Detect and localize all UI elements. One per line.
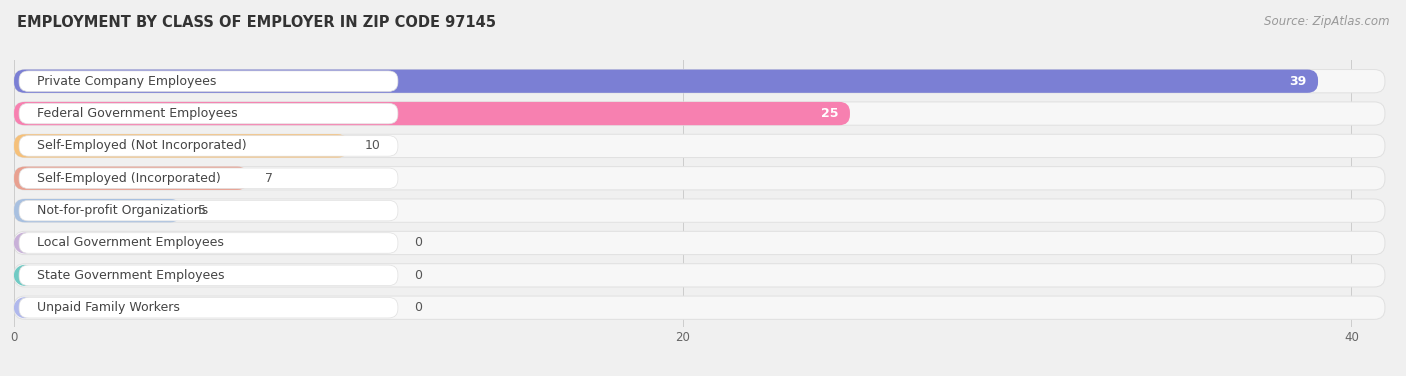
FancyBboxPatch shape [14,264,1385,287]
Text: 39: 39 [1289,75,1306,88]
FancyBboxPatch shape [20,136,398,156]
FancyBboxPatch shape [14,70,1317,93]
FancyBboxPatch shape [20,233,398,253]
FancyBboxPatch shape [14,134,349,158]
Text: Local Government Employees: Local Government Employees [38,237,225,250]
Text: 5: 5 [198,204,205,217]
Text: 25: 25 [821,107,838,120]
FancyBboxPatch shape [20,200,398,221]
FancyBboxPatch shape [14,134,1385,158]
Circle shape [14,233,35,253]
FancyBboxPatch shape [14,199,181,222]
Text: 0: 0 [415,301,423,314]
Text: Federal Government Employees: Federal Government Employees [38,107,238,120]
FancyBboxPatch shape [20,103,398,124]
FancyBboxPatch shape [20,71,398,91]
FancyBboxPatch shape [14,102,1385,125]
Text: Not-for-profit Organizations: Not-for-profit Organizations [38,204,208,217]
FancyBboxPatch shape [14,167,247,190]
Circle shape [14,265,35,285]
FancyBboxPatch shape [20,297,398,318]
Text: State Government Employees: State Government Employees [38,269,225,282]
Text: Self-Employed (Not Incorporated): Self-Employed (Not Incorporated) [38,139,247,152]
FancyBboxPatch shape [20,265,398,286]
Circle shape [14,298,35,317]
Text: 7: 7 [264,172,273,185]
Text: 0: 0 [415,237,423,250]
Text: 10: 10 [366,139,381,152]
FancyBboxPatch shape [14,102,851,125]
FancyBboxPatch shape [14,296,1385,319]
Text: 0: 0 [415,269,423,282]
FancyBboxPatch shape [14,199,1385,222]
Text: Self-Employed (Incorporated): Self-Employed (Incorporated) [38,172,221,185]
FancyBboxPatch shape [20,168,398,188]
Text: Private Company Employees: Private Company Employees [38,75,217,88]
Text: EMPLOYMENT BY CLASS OF EMPLOYER IN ZIP CODE 97145: EMPLOYMENT BY CLASS OF EMPLOYER IN ZIP C… [17,15,496,30]
FancyBboxPatch shape [14,167,1385,190]
Text: Unpaid Family Workers: Unpaid Family Workers [38,301,180,314]
FancyBboxPatch shape [14,70,1385,93]
FancyBboxPatch shape [14,231,1385,255]
Text: Source: ZipAtlas.com: Source: ZipAtlas.com [1264,15,1389,28]
